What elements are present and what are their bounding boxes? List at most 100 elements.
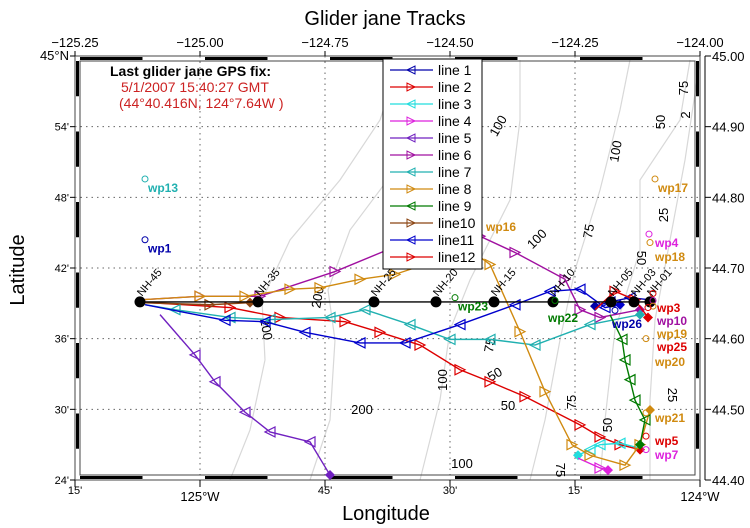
- track-line-7: [144, 304, 641, 346]
- track-point-marker: [598, 301, 611, 314]
- y-axis-label: Latitude: [7, 234, 29, 305]
- station-marker: [547, 296, 559, 308]
- track-line12: [594, 290, 649, 318]
- contour-label: 50: [600, 418, 615, 432]
- top-tick-label: −125.25: [51, 35, 98, 50]
- track-point-marker: [238, 406, 251, 419]
- waypoint-marker: [451, 294, 459, 302]
- contour-label: 25: [656, 208, 671, 222]
- track-point-marker: [509, 246, 522, 259]
- legend-label: line 5: [438, 130, 472, 146]
- waypoint-label: wp21: [654, 411, 685, 425]
- contour-label: 75: [564, 395, 579, 409]
- legend-marker: [406, 252, 417, 262]
- track-point-marker: [339, 315, 352, 328]
- waypoint-marker: [141, 175, 149, 183]
- track-line10: [139, 301, 251, 306]
- waypoint-label: wp13: [147, 181, 178, 195]
- track-point-marker: [194, 290, 207, 303]
- station-marker: [368, 296, 380, 308]
- track-point-marker: [618, 353, 631, 366]
- gps-fix-position: (44°40.416N, 124°7.64W ): [119, 95, 284, 111]
- station-label: NH-25: [369, 267, 399, 299]
- contour-label: 100: [451, 456, 473, 471]
- track-end-marker: [245, 297, 255, 308]
- track-point-marker: [583, 318, 596, 331]
- track-point-marker: [594, 430, 607, 443]
- station-marker: [252, 296, 264, 308]
- legend-label: line 4: [438, 113, 472, 129]
- chart-title: Glider jane Tracks: [304, 8, 465, 30]
- track-end-marker: [635, 439, 645, 450]
- contour-label: 75: [481, 337, 498, 354]
- station-label: NH-20: [431, 267, 461, 299]
- right-tick-label: 44.80: [712, 190, 745, 205]
- station-marker: [134, 296, 146, 308]
- station-label: NH-45: [135, 267, 165, 299]
- stations: NH-45 NH-35 NH-25 NH-20 NH-15 NH-10 NH-05NH-03…: [134, 267, 675, 308]
- right-tick-label: 45.00: [712, 49, 745, 64]
- bottom-tick-label: 125°W: [180, 489, 220, 504]
- bottom-tick-label: 45': [318, 485, 332, 497]
- track-line-2: [149, 301, 641, 451]
- axes: −125.25 −125.00 −124.75 −124.50 −124.25 −124.…: [40, 35, 745, 504]
- waypoint-label: wp25: [656, 340, 687, 354]
- track-end-marker: [603, 465, 613, 476]
- track-point-marker: [613, 437, 626, 450]
- legend-label: line 1: [438, 62, 472, 78]
- track-point-marker: [614, 438, 627, 451]
- contour-label: 2: [678, 111, 693, 118]
- legend-label: line12: [438, 249, 476, 265]
- top-tick-label: −124.50: [426, 35, 473, 50]
- track-point-marker: [453, 318, 466, 331]
- track-point-marker: [403, 318, 416, 331]
- track-point-marker: [168, 303, 181, 316]
- contour-label: 50: [501, 398, 515, 413]
- contour-label: 50: [634, 251, 649, 265]
- track-point-marker: [539, 385, 552, 398]
- top-tick-label: −124.75: [301, 35, 348, 50]
- track-end-marker: [590, 301, 600, 312]
- contour-label: 75: [580, 223, 597, 240]
- legend-label: line 9: [438, 198, 472, 214]
- track-point-marker: [303, 435, 316, 448]
- waypoint-label: wp19: [656, 327, 687, 341]
- waypoint-marker: [649, 289, 657, 297]
- station-marker: [628, 296, 640, 308]
- legend-label: line10: [438, 215, 476, 231]
- track-point-marker: [258, 315, 271, 328]
- waypoint-label: wp17: [657, 181, 688, 195]
- waypoint-label: wp20: [654, 355, 685, 369]
- legend-marker: [405, 201, 416, 211]
- track-point-marker: [208, 375, 221, 388]
- track-point-marker: [239, 290, 252, 303]
- track-point-marker: [528, 339, 541, 351]
- track-point-marker: [263, 425, 276, 438]
- contour-label: 75: [676, 81, 691, 95]
- track-point-marker: [543, 285, 556, 298]
- track-point-marker: [224, 301, 237, 314]
- legend-marker: [405, 133, 416, 143]
- track-point-marker: [298, 326, 311, 339]
- left-tick-label: 30': [55, 404, 69, 416]
- legend-label: line 6: [438, 147, 472, 163]
- track-point-marker: [574, 303, 587, 316]
- track-point-marker: [594, 311, 607, 324]
- track-point-marker: [323, 311, 336, 324]
- top-tick-label: −124.25: [551, 35, 598, 50]
- track-point-marker: [284, 283, 297, 296]
- gps-fix-time: 5/1/2007 15:40:27 GMT: [121, 79, 269, 95]
- legend-marker: [405, 167, 416, 177]
- track-point-marker: [566, 438, 579, 451]
- track-point-marker: [353, 336, 366, 349]
- legend-label: line 8: [438, 181, 472, 197]
- bottom-tick-label: 15': [68, 485, 82, 497]
- track-point-marker: [443, 333, 456, 346]
- legend-marker: [406, 150, 417, 160]
- track-point-marker: [374, 326, 387, 339]
- bottom-tick-label: 124°W: [680, 489, 720, 504]
- left-tick-label: 24': [55, 475, 69, 487]
- track-point-marker: [414, 339, 427, 351]
